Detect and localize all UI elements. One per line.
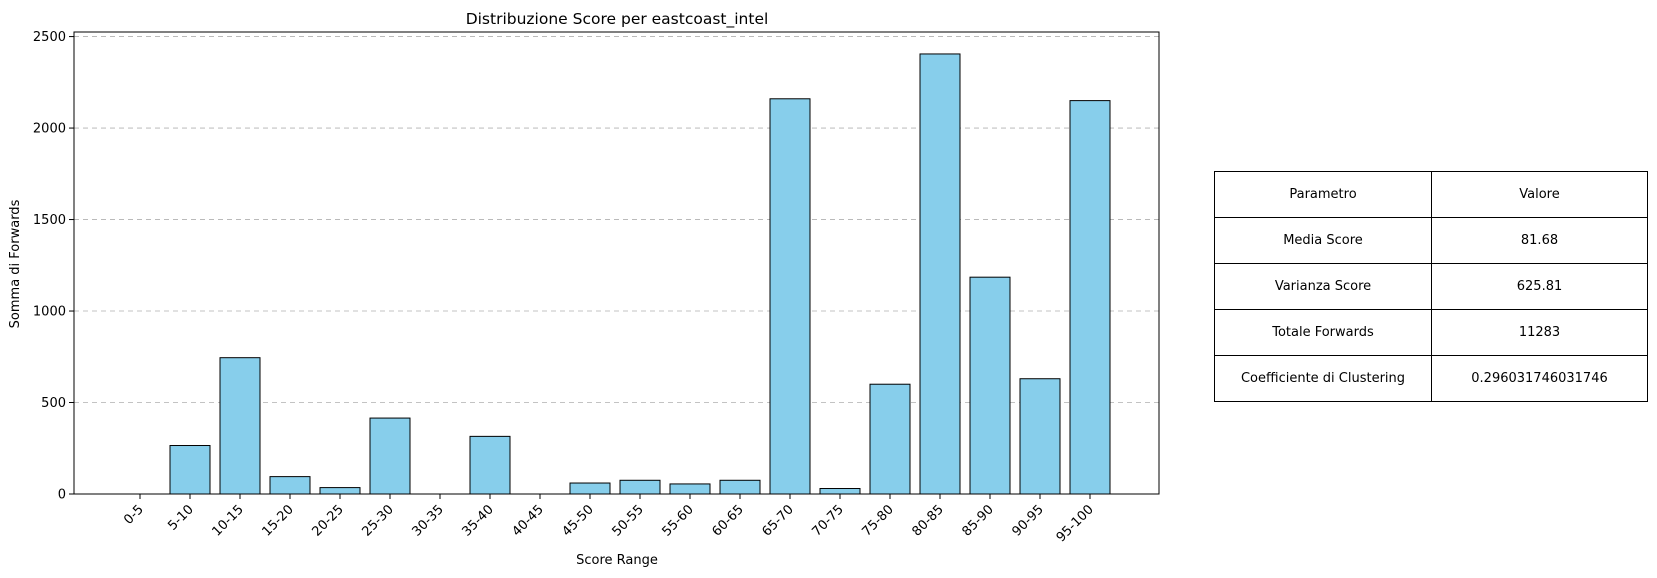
stats-table: Parametro Valore Media Score 81.68 Varia… — [1214, 171, 1648, 402]
x-tick-label: 60-65 — [710, 502, 747, 539]
x-tick-label: 45-50 — [560, 502, 597, 539]
x-tick-label: 85-90 — [960, 502, 997, 539]
bars — [169, 53, 1111, 495]
bar — [1069, 100, 1111, 495]
table-header-row: Parametro Valore — [1214, 171, 1648, 218]
y-tick-label: 2500 — [33, 30, 66, 45]
chart-title: Distribuzione Score per eastcoast_intel — [466, 10, 769, 29]
param-name-cell: Media Score — [1214, 217, 1432, 264]
bar — [819, 488, 861, 495]
param-value-cell: 81.68 — [1431, 217, 1648, 264]
bar — [169, 445, 211, 495]
bar — [719, 479, 761, 495]
x-tick-label: 0-5 — [121, 502, 147, 528]
y-tick-label: 1000 — [33, 305, 66, 320]
bar — [919, 53, 961, 495]
param-value-cell: 11283 — [1431, 309, 1648, 356]
x-tick-label: 55-60 — [660, 502, 697, 539]
x-tick-label: 25-30 — [360, 502, 397, 539]
bar — [869, 383, 911, 495]
y-tick-label: 500 — [41, 396, 66, 411]
param-value-cell: 0.296031746031746 — [1431, 355, 1648, 402]
x-tick-label: 90-95 — [1010, 502, 1047, 539]
x-tick-label: 10-15 — [210, 502, 247, 539]
bar — [669, 483, 711, 495]
x-tick-label: 5-10 — [165, 502, 196, 533]
x-tick-label: 70-75 — [810, 502, 847, 539]
x-tick-label: 35-40 — [460, 502, 497, 539]
bar — [769, 98, 811, 495]
bar — [469, 435, 511, 495]
x-tick-label: 20-25 — [310, 502, 347, 539]
param-name-cell: Totale Forwards — [1214, 309, 1432, 356]
param-name-cell: Varianza Score — [1214, 263, 1432, 310]
x-tick-label: 15-20 — [260, 502, 297, 539]
x-tick-label: 80-85 — [910, 502, 947, 539]
x-axis-label: Score Range — [576, 553, 658, 568]
x-tick-label: 95-100 — [1054, 502, 1097, 545]
y-axis: 0 500 1000 1500 2000 2500 — [33, 30, 74, 503]
bar — [219, 357, 261, 495]
bar — [269, 476, 311, 495]
bar — [319, 487, 361, 495]
bar — [969, 276, 1011, 495]
x-tick-label: 40-45 — [510, 502, 547, 539]
table-row: Totale Forwards 11283 — [1214, 309, 1648, 356]
y-axis-label: Somma di Forwards — [8, 199, 23, 328]
bar — [369, 417, 411, 495]
y-tick-label: 0 — [58, 488, 66, 503]
table-row: Media Score 81.68 — [1214, 217, 1648, 264]
x-tick-label: 65-70 — [760, 502, 797, 539]
y-tick-label: 1500 — [33, 213, 66, 228]
param-name-cell: Coefficiente di Clustering — [1214, 355, 1432, 402]
table-header-cell: Valore — [1431, 171, 1648, 218]
y-tick-label: 2000 — [33, 122, 66, 137]
x-tick-label: 50-55 — [610, 502, 647, 539]
table-row: Coefficiente di Clustering 0.29603174603… — [1214, 355, 1648, 402]
x-axis: 0-5 5-10 10-15 15-20 20-25 25-30 30-35 35-40 40-… — [121, 494, 1097, 545]
x-tick-label: 30-35 — [410, 502, 447, 539]
x-tick-label: 75-80 — [860, 502, 897, 539]
table-row: Varianza Score 625.81 — [1214, 263, 1648, 310]
plot-frame — [73, 31, 1160, 495]
bar — [1019, 378, 1061, 495]
table-header-cell: Parametro — [1214, 171, 1432, 218]
bar — [619, 479, 661, 495]
param-value-cell: 625.81 — [1431, 263, 1648, 310]
bar — [569, 482, 611, 495]
